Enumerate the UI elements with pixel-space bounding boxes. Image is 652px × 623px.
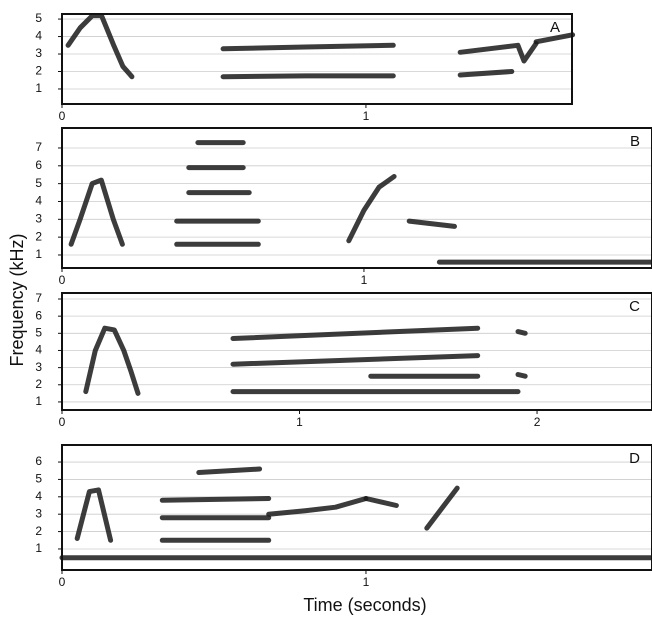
y-tick-label: 5: [35, 325, 42, 339]
y-tick-label: 2: [35, 377, 42, 391]
x-axis-label: Time (seconds): [303, 595, 426, 615]
panel-label: C: [629, 298, 640, 315]
spectral-trace: [159, 496, 272, 503]
y-tick-label: 2: [35, 229, 42, 243]
panel-frame: [61, 127, 652, 269]
spectral-trace: [230, 325, 481, 341]
x-tick-label: 0: [59, 109, 66, 123]
spectral-trace: [424, 485, 460, 531]
spectral-trace: [266, 496, 369, 517]
y-tick-label: 1: [35, 247, 42, 261]
y-tick-label: 3: [35, 360, 42, 374]
y-tick-label: 5: [35, 11, 42, 25]
y-tick-label: 3: [35, 506, 42, 520]
y-tick-label: 1: [35, 541, 42, 555]
spectral-trace: [196, 466, 263, 475]
y-tick-label: 1: [35, 81, 42, 95]
y-tick-label: 6: [35, 454, 42, 468]
spectral-trace: [406, 218, 457, 229]
panel-frame: [61, 292, 652, 411]
x-tick-label: 1: [363, 575, 370, 589]
spectral-trace: [515, 329, 528, 336]
panel-label: B: [630, 133, 640, 150]
y-tick-label: 4: [35, 489, 42, 503]
x-tick-label: 0: [59, 273, 66, 287]
panel-label: A: [550, 19, 560, 36]
y-tick-label: 1: [35, 394, 42, 408]
y-tick-label: 3: [35, 211, 42, 225]
y-tick-label: 4: [35, 29, 42, 43]
spectral-trace: [230, 353, 481, 367]
y-tick-label: 5: [35, 176, 42, 190]
x-tick-label: 0: [59, 575, 66, 589]
spectral-trace: [457, 41, 539, 64]
y-tick-label: 5: [35, 472, 42, 486]
spectral-trace: [74, 487, 114, 543]
y-tick-label: 7: [35, 140, 42, 154]
spectral-trace: [65, 13, 135, 80]
x-tick-label: 1: [296, 415, 303, 429]
spectral-trace: [68, 177, 125, 247]
spectral-trace: [457, 69, 515, 78]
x-tick-label: 0: [59, 415, 66, 429]
panel-frame: [61, 13, 573, 105]
y-tick-label: 6: [35, 158, 42, 172]
y-tick-label: 2: [35, 64, 42, 78]
spectral-trace: [363, 496, 399, 508]
y-tick-label: 7: [35, 291, 42, 305]
x-tick-label: 1: [363, 109, 370, 123]
spectral-trace: [533, 32, 576, 45]
panel-label: D: [629, 450, 640, 467]
y-axis-label: Frequency (kHz): [7, 233, 27, 366]
y-tick-label: 2: [35, 524, 42, 538]
spectral-trace: [220, 73, 396, 80]
y-tick-label: 3: [35, 46, 42, 60]
y-tick-label: 4: [35, 343, 42, 357]
y-tick-label: 6: [35, 308, 42, 322]
spectral-trace: [220, 42, 396, 52]
x-tick-label: 1: [361, 273, 368, 287]
panel-frame: [61, 444, 652, 571]
spectral-trace: [346, 174, 397, 244]
x-tick-label: 2: [534, 415, 541, 429]
spectral-trace: [83, 325, 141, 396]
spectral-trace: [515, 372, 528, 379]
y-tick-label: 4: [35, 194, 42, 208]
